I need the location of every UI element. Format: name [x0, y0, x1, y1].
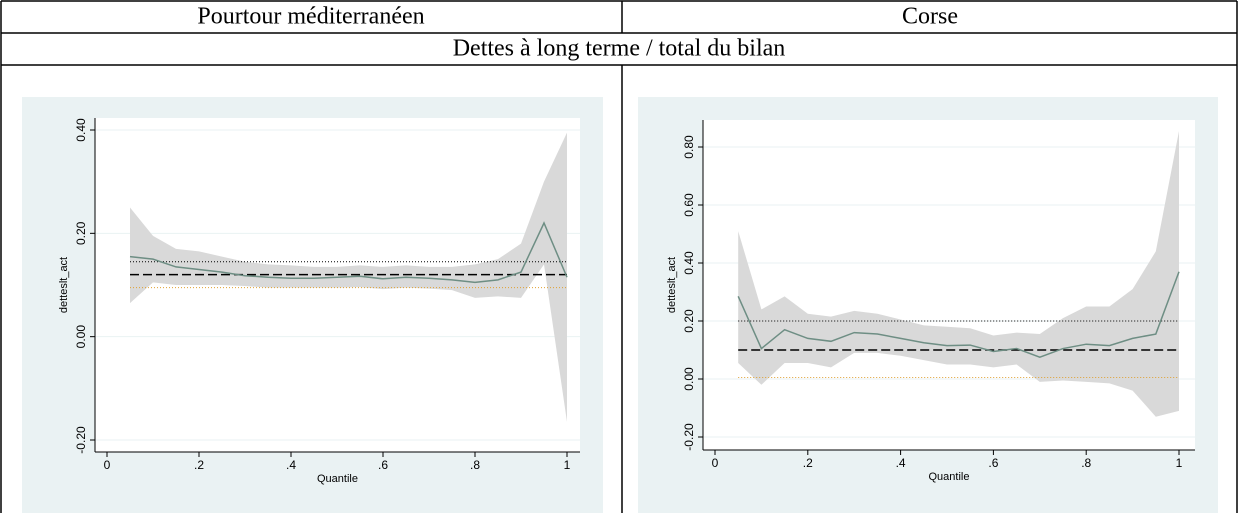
- x-tick-label: .8: [1081, 456, 1091, 470]
- y-tick-label: 0.00: [682, 367, 696, 391]
- x-tick-label: .2: [803, 456, 813, 470]
- y-tick-label: -0.20: [682, 423, 696, 451]
- x-tick-label: 1: [1176, 456, 1183, 470]
- estimate-line: [129, 221, 568, 284]
- x-tick-label: .4: [896, 456, 906, 470]
- y-tick-label: 0.00: [74, 325, 88, 349]
- confidence-band: [738, 131, 1179, 417]
- row-title: Dettes à long terme / total du bilan: [453, 36, 786, 62]
- x-tick-label: .2: [194, 458, 204, 472]
- plot-area: [703, 120, 1195, 450]
- x-axis-title: Quantile: [929, 471, 970, 483]
- x-tick-label: 0: [104, 458, 111, 472]
- column-header: Pourtour méditerranéen: [197, 4, 424, 30]
- x-tick-label: 1: [564, 458, 571, 472]
- x-tick-label: .6: [988, 456, 998, 470]
- y-tick-label: 0.40: [74, 118, 88, 142]
- y-tick-label: 0.20: [74, 221, 88, 245]
- y-tick-label: 0.60: [682, 193, 696, 217]
- y-axis-title: detteslt_act: [666, 257, 678, 313]
- x-tick-label: .4: [286, 458, 296, 472]
- x-tick-label: .6: [378, 458, 388, 472]
- x-tick-label: 0: [712, 456, 719, 470]
- y-axis-title: detteslt_act: [58, 257, 70, 313]
- x-axis-title: Quantile: [317, 473, 358, 485]
- y-tick-label: 0.20: [682, 309, 696, 333]
- x-tick-label: .8: [470, 458, 480, 472]
- y-tick-label: -0.20: [74, 426, 88, 454]
- column-header: Corse: [902, 4, 958, 30]
- y-tick-label: 0.80: [682, 135, 696, 159]
- y-tick-label: 0.40: [682, 251, 696, 275]
- estimate-line: [737, 271, 1180, 359]
